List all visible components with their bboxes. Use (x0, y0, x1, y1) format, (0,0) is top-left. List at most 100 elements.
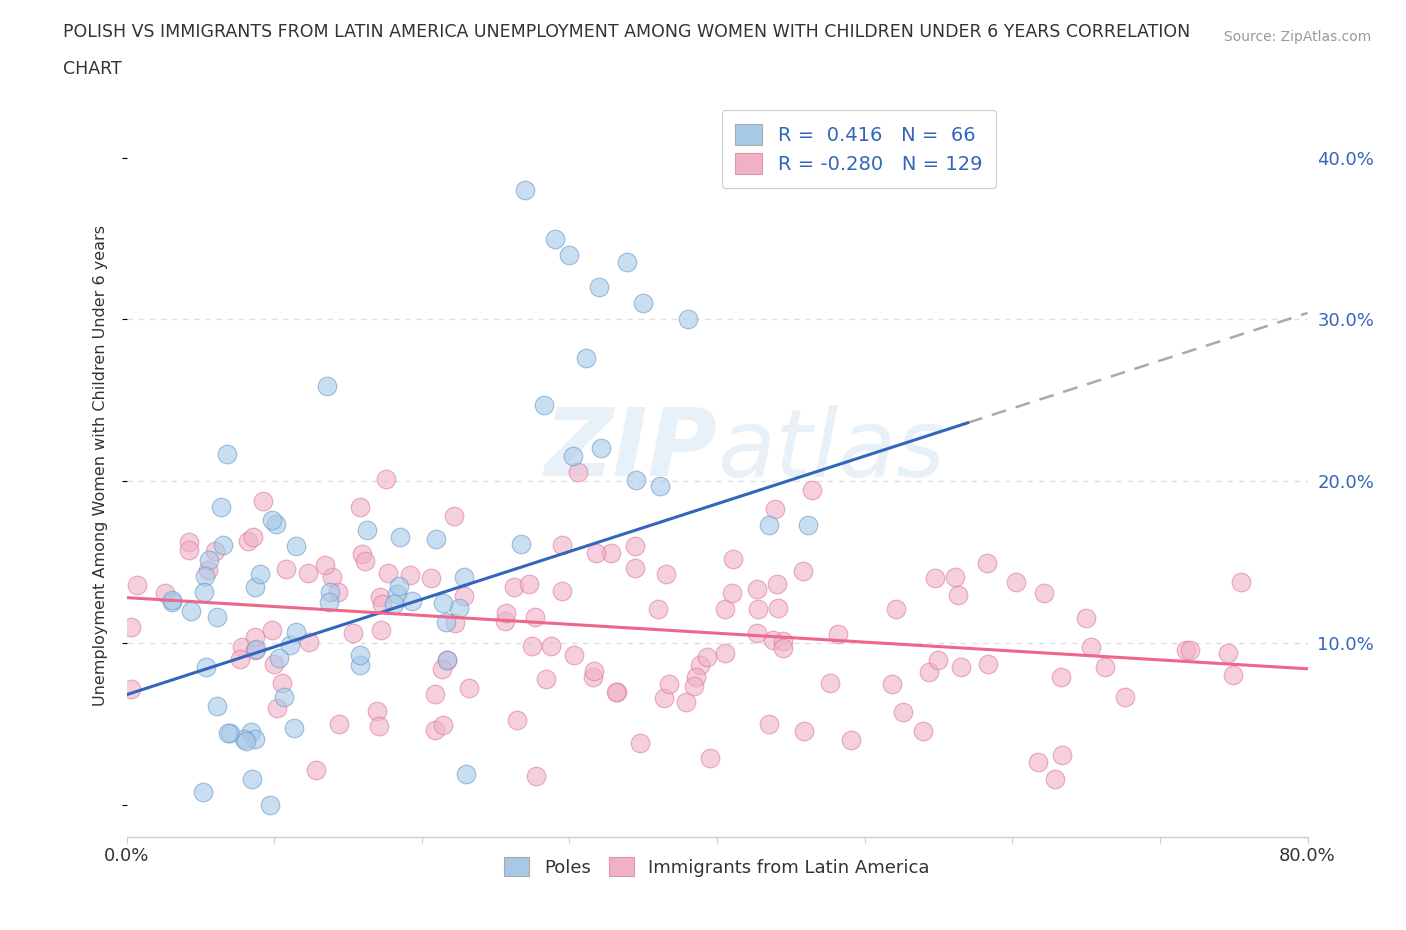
Point (328, 717, 350, 732)
Point (839, 733, 862, 748)
Point (195, 659, 218, 674)
Point (745, 625, 768, 640)
Point (699, 751, 721, 765)
Point (540, 638, 562, 653)
Point (623, 538, 645, 553)
Point (1050, 748, 1073, 763)
Point (180, 604, 202, 618)
Point (425, 531, 447, 546)
Point (273, 690, 295, 705)
Point (1229, 574, 1251, 589)
Point (976, 555, 998, 570)
Point (747, 602, 769, 617)
Point (350, 547, 373, 562)
Point (762, 632, 785, 647)
Point (366, 704, 388, 719)
Point (1174, 643, 1197, 658)
Point (918, 664, 941, 679)
Point (398, 568, 420, 583)
Point (567, 465, 589, 480)
Point (349, 648, 371, 663)
Point (689, 658, 711, 672)
Point (233, 732, 256, 747)
Point (792, 564, 814, 578)
Point (891, 704, 914, 719)
Point (240, 724, 263, 739)
Point (243, 580, 266, 595)
Point (515, 182, 537, 197)
Point (304, 763, 326, 777)
Point (536, 672, 558, 687)
Point (623, 560, 645, 575)
Point (551, 538, 574, 552)
Point (283, 721, 305, 736)
Point (1076, 611, 1098, 626)
Point (436, 652, 458, 667)
Point (153, 586, 176, 601)
Point (217, 725, 239, 740)
Point (517, 577, 540, 591)
Point (160, 594, 183, 609)
Point (449, 601, 471, 616)
Point (127, 578, 149, 592)
Point (285, 624, 308, 639)
Point (588, 280, 610, 295)
Point (354, 553, 377, 568)
Point (297, 565, 319, 580)
Point (758, 716, 780, 731)
Point (793, 724, 815, 738)
Point (215, 446, 238, 461)
Point (385, 587, 408, 602)
Point (713, 646, 735, 661)
Point (388, 578, 411, 593)
Point (524, 768, 547, 783)
Point (589, 440, 612, 455)
Point (434, 615, 457, 630)
Point (509, 537, 531, 551)
Point (628, 736, 651, 751)
Point (495, 605, 517, 620)
Point (886, 602, 908, 617)
Point (453, 570, 475, 585)
Point (321, 569, 343, 584)
Point (382, 596, 405, 611)
Point (453, 589, 475, 604)
Point (205, 698, 228, 713)
Point (179, 542, 201, 557)
Point (827, 627, 849, 642)
Point (274, 562, 297, 577)
Point (882, 677, 904, 692)
Point (1114, 689, 1136, 704)
Point (218, 726, 240, 741)
Text: POLISH VS IMMIGRANTS FROM LATIN AMERICA UNEMPLOYMENT AMONG WOMEN WITH CHILDREN U: POLISH VS IMMIGRANTS FROM LATIN AMERICA … (63, 23, 1191, 41)
Point (911, 724, 934, 738)
Point (1032, 585, 1054, 600)
Point (194, 569, 217, 584)
Point (377, 566, 399, 581)
Point (191, 785, 214, 800)
Point (342, 626, 364, 641)
Point (503, 579, 526, 594)
Point (772, 641, 794, 656)
Point (238, 534, 260, 549)
Point (675, 695, 697, 710)
Point (768, 601, 790, 616)
Point (120, 682, 142, 697)
Point (197, 563, 219, 578)
Point (558, 247, 581, 262)
Point (264, 516, 287, 531)
Point (765, 577, 787, 591)
Point (245, 642, 267, 657)
Point (432, 718, 454, 733)
Point (260, 622, 283, 637)
Point (943, 570, 966, 585)
Point (193, 585, 215, 600)
Text: ZIP: ZIP (544, 405, 717, 496)
Point (582, 670, 605, 684)
Point (211, 499, 233, 514)
Point (368, 719, 391, 734)
Point (927, 653, 949, 668)
Point (606, 684, 628, 699)
Point (818, 675, 841, 690)
Point (349, 499, 371, 514)
